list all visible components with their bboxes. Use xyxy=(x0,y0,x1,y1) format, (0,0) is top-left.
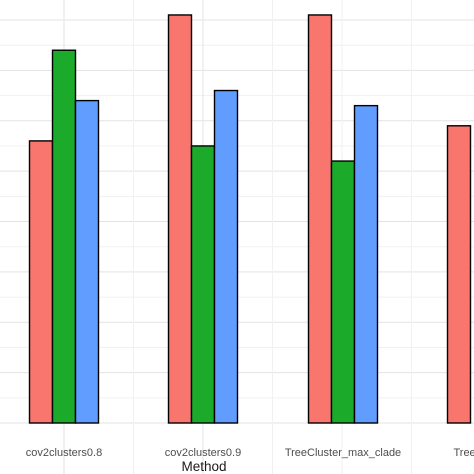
bar-cov2clusters0.9-series2 xyxy=(190,145,216,424)
x-tick-label: cov2clusters0.9 xyxy=(165,447,241,459)
bar-TreeCluster-series1 xyxy=(446,125,472,424)
bar-TreeCluster_max_clade-series3 xyxy=(353,104,379,424)
bar-cov2clusters0.8-series3 xyxy=(74,99,100,424)
bar-TreeCluster_max_clade-series2 xyxy=(330,160,356,424)
x-tick-label: cov2clusters0.8 xyxy=(26,447,102,459)
bar-cov2clusters0.9-series3 xyxy=(213,89,239,424)
x-tick-label: TreeCluster xyxy=(453,447,474,459)
x-tick-labels: cov2clusters0.8 cov2clusters0.9 TreeCluste… xyxy=(26,447,474,459)
bar-cov2clusters0.8-series1 xyxy=(28,140,54,424)
x-axis-title: Method xyxy=(181,459,226,474)
bar-series xyxy=(28,14,472,424)
x-tick-label: TreeCluster_max_clade xyxy=(285,447,401,459)
bar-cov2clusters0.9-series1 xyxy=(167,14,193,424)
bar-TreeCluster_max_clade-series1 xyxy=(307,14,333,424)
bar-cov2clusters0.8-series2 xyxy=(51,49,77,424)
